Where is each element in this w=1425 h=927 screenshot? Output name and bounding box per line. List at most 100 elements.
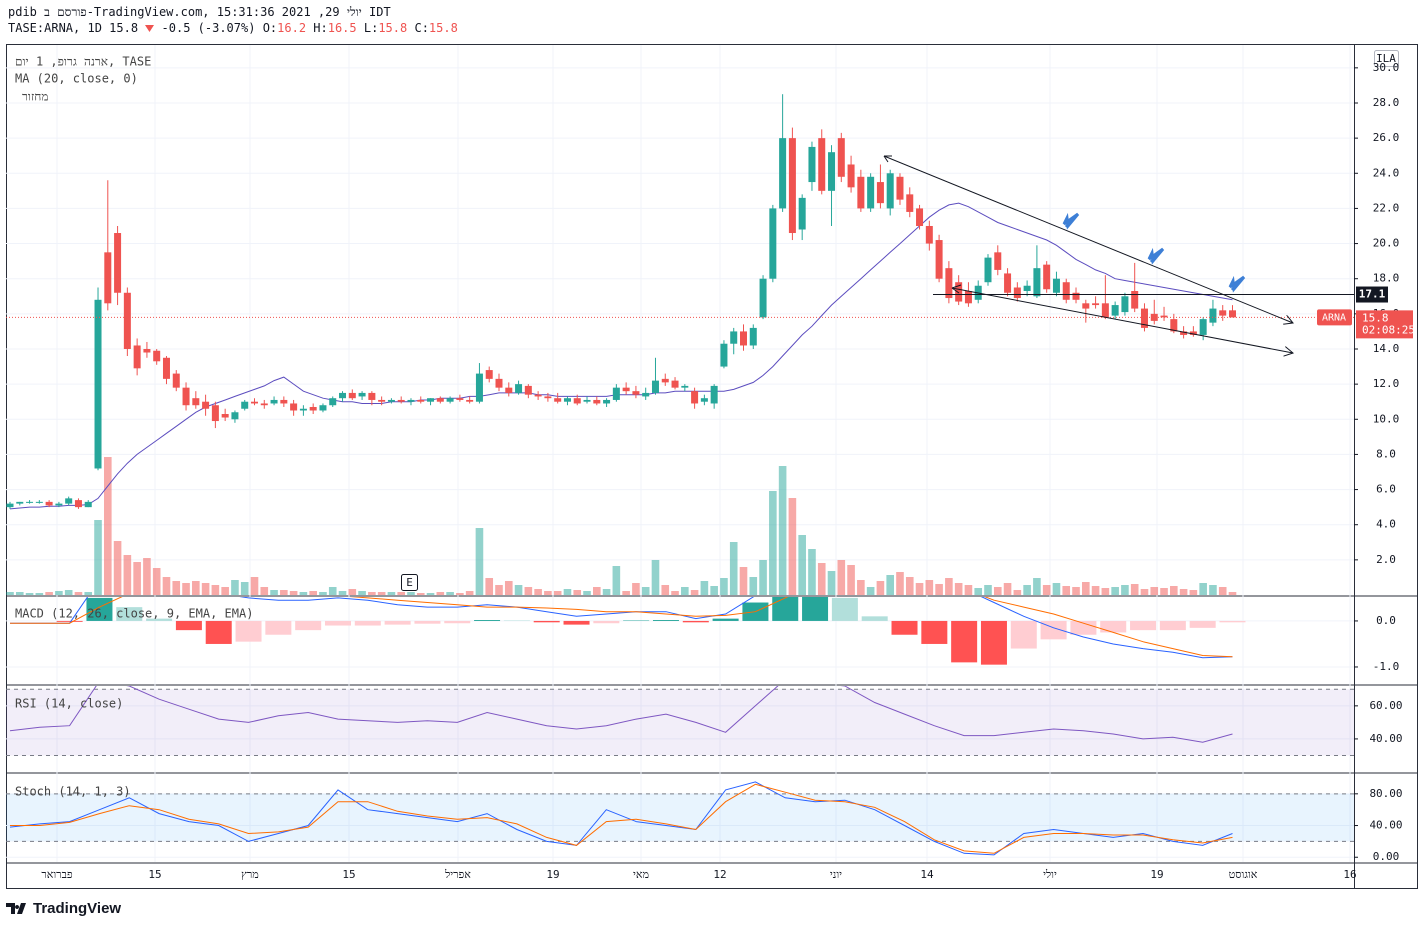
x-tick-label: מרץ <box>241 868 259 881</box>
candle-body <box>622 387 630 392</box>
candle-body <box>583 399 591 402</box>
volume-bar <box>162 577 171 595</box>
volume-bar <box>436 592 445 595</box>
macd-histogram-bar <box>1070 620 1097 635</box>
volume-bar <box>1013 590 1022 595</box>
volume-bar <box>661 585 670 595</box>
currency[interactable]: ILA <box>1376 52 1396 65</box>
macd-histogram-bar <box>861 616 888 621</box>
macd-histogram-bar <box>175 620 202 631</box>
grid <box>6 45 1354 862</box>
y-tick-label: 28.0 <box>1373 96 1400 109</box>
candle-body <box>847 164 855 188</box>
annotation-arrow <box>1147 247 1165 265</box>
candle-body <box>681 385 689 388</box>
macd-histogram-bar <box>295 620 322 631</box>
candle-body <box>231 412 239 420</box>
volume-bar <box>104 457 112 595</box>
volume-bar <box>74 592 83 595</box>
earnings-box[interactable] <box>401 574 418 591</box>
candle-body <box>485 370 493 379</box>
candle-body <box>182 387 190 406</box>
candle-body <box>661 378 669 383</box>
volume-bar <box>1170 586 1178 595</box>
y-tick-label: 22.0 <box>1373 201 1400 214</box>
candle-body <box>994 252 1002 270</box>
volume-bar <box>338 591 347 595</box>
macd-histogram-bar <box>1010 620 1037 649</box>
volume-bar <box>935 584 943 595</box>
ohlc: O:16.2 H:16.5 L:15.8 C:15.8 <box>263 21 458 35</box>
volume-bar <box>925 580 934 595</box>
currency-box[interactable] <box>1374 50 1399 67</box>
volume-bar <box>64 590 73 595</box>
volume-bar <box>475 528 484 595</box>
volume-bar <box>1160 588 1168 595</box>
indicator-line <box>9 781 1233 856</box>
ohlc-label: C: <box>414 21 429 35</box>
indicator-line <box>10 783 1233 854</box>
volume-bar <box>1101 588 1110 595</box>
header: pdib פורסם ב-TradingView.com, יולי 29, 2… <box>8 4 458 36</box>
volume-bar <box>368 592 376 595</box>
volume-bar <box>837 560 846 595</box>
volume-bar <box>485 578 494 595</box>
volume-bar <box>1121 585 1129 595</box>
volume-bar <box>289 591 298 595</box>
candle-body <box>221 414 229 418</box>
annotation-arrow <box>1062 212 1080 230</box>
border <box>6 44 1418 889</box>
candle-body <box>358 392 366 397</box>
macd-histogram-bar <box>1100 620 1127 633</box>
candle-body <box>769 208 777 279</box>
volume-bar <box>1082 582 1090 595</box>
earnings-marker[interactable]: E <box>406 576 413 589</box>
volume-bar <box>456 593 464 595</box>
volume-bar <box>886 575 894 595</box>
x-tick-label: 19 <box>546 868 559 881</box>
y-tick-label: 10.0 <box>1373 412 1400 425</box>
candle-body <box>172 373 180 388</box>
volume-bar <box>954 583 963 595</box>
volume-bar <box>739 567 748 595</box>
change: -0.5 (-3.07%) <box>161 21 256 35</box>
volume-bar <box>1218 587 1227 595</box>
volume-bar <box>133 562 141 595</box>
volume-bar <box>94 520 102 595</box>
macd-histogram-bar <box>533 620 560 623</box>
candle-body <box>495 378 503 388</box>
volume-bar <box>25 593 34 595</box>
macd-histogram-bar <box>563 620 590 625</box>
level-label-box <box>1356 286 1388 303</box>
macd-histogram-bar <box>1219 620 1246 623</box>
macd-histogram-bar <box>474 620 501 621</box>
frame <box>6 44 1418 889</box>
candle-body <box>74 500 82 508</box>
volume-bar <box>857 580 865 595</box>
candle-body <box>407 399 415 402</box>
candle-body <box>65 498 73 504</box>
published-line: pdib פורסם ב-TradingView.com, יולי 29, 2… <box>8 5 391 19</box>
volume-bar <box>319 592 327 595</box>
candle-body <box>211 405 219 422</box>
band-fill <box>6 689 1354 756</box>
candle-body <box>700 398 708 402</box>
macd-histogram-bar <box>235 620 262 642</box>
candle-body <box>35 501 43 503</box>
candle-body <box>671 380 679 388</box>
volume-bar <box>1228 592 1237 595</box>
y-tick-label: 8.0 <box>1376 447 1396 460</box>
candle-body <box>387 399 395 402</box>
candle-body <box>1023 285 1031 292</box>
candle-body <box>319 405 327 411</box>
candle-body <box>270 399 278 404</box>
candle-body <box>691 391 699 404</box>
arrow-head <box>951 284 962 294</box>
candle-body <box>740 331 747 346</box>
candle-body <box>818 138 826 191</box>
volume-bar <box>231 580 239 595</box>
macd-histogram-bar <box>652 620 679 621</box>
candle-body <box>573 398 581 404</box>
volume-bar <box>299 592 308 595</box>
x-tick-label: פברואר <box>41 868 73 881</box>
